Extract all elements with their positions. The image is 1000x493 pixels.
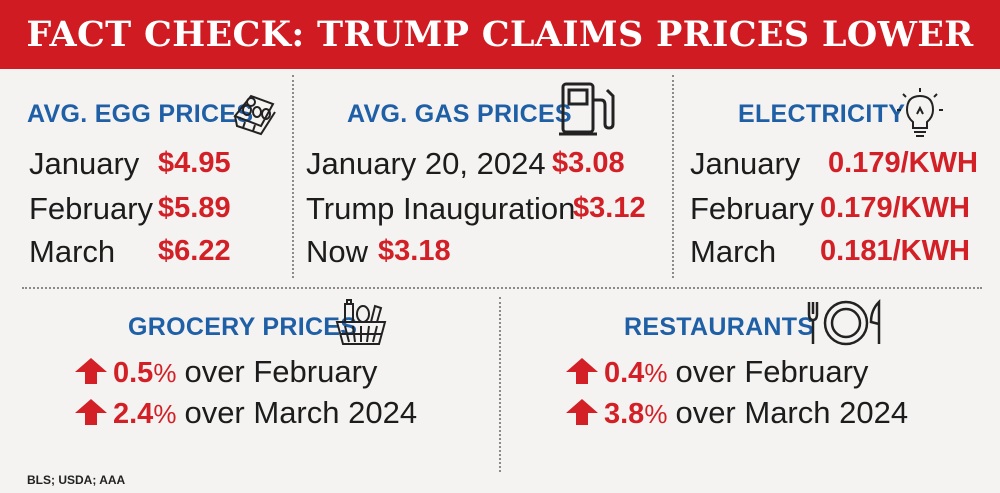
egg-carton-icon <box>233 94 276 136</box>
gas-prices-heading: AVG. GAS PRICES <box>347 100 572 128</box>
divider <box>499 297 501 472</box>
gas-row-value: $3.08 <box>552 147 625 179</box>
source-credit: BLS; USDA; AAA <box>27 473 126 487</box>
arrow-up-icon <box>75 358 107 384</box>
egg-row-label: February <box>29 191 154 226</box>
egg-row-value: $6.22 <box>158 235 231 267</box>
grocery-change-text: over March 2024 <box>184 395 418 430</box>
grocery-basket-icon <box>335 299 387 345</box>
plate-fork-knife-icon <box>807 298 881 346</box>
restaurants-change-value: 0.4 <box>604 357 645 389</box>
restaurants-heading: RESTAURANTS <box>624 313 815 341</box>
electricity-row-value: 0.179/KWH <box>820 192 970 224</box>
restaurants-change-value: 3.8 <box>604 398 645 430</box>
gas-row-label: Now <box>306 234 369 269</box>
egg-row-label: January <box>29 146 140 181</box>
restaurants-change-text: over March 2024 <box>675 395 909 430</box>
electricity-row-value: 0.179/KWH <box>828 147 978 179</box>
divider <box>292 75 294 278</box>
grocery-change-value: 2.4 <box>113 398 154 430</box>
percent-unit: % <box>153 399 177 429</box>
restaurants-change-row: 0.4% over February <box>566 354 868 390</box>
grocery-change-value: 0.5 <box>113 357 154 389</box>
divider <box>22 287 982 289</box>
grocery-change-row: 2.4% over March 2024 <box>75 395 417 431</box>
electricity-heading: ELECTRICITY <box>738 100 906 128</box>
divider <box>672 75 674 278</box>
egg-row-label: March <box>29 234 116 269</box>
gas-row-label: January 20, 2024 <box>306 146 546 181</box>
title-banner <box>0 0 1000 69</box>
lightbulb-icon <box>897 88 943 137</box>
gas-row-label: Trump Inauguration <box>306 191 576 226</box>
gas-row-value: $3.12 <box>573 192 646 224</box>
grocery-change-text: over February <box>184 354 378 389</box>
gas-pump-icon <box>559 82 615 136</box>
gas-row-value: $3.18 <box>378 235 451 267</box>
grocery-change-row: 0.5% over February <box>75 354 377 390</box>
egg-prices-heading: AVG. EGG PRICES <box>27 100 254 128</box>
egg-row-value: $5.89 <box>158 192 231 224</box>
electricity-row-label: January <box>690 146 801 181</box>
electricity-row-value: 0.181/KWH <box>820 235 970 267</box>
arrow-up-icon <box>566 358 598 384</box>
percent-unit: % <box>153 358 177 388</box>
arrow-up-icon <box>566 399 598 425</box>
percent-unit: % <box>644 358 668 388</box>
restaurants-change-text: over February <box>675 354 869 389</box>
grocery-prices-heading: GROCERY PRICES <box>128 313 358 341</box>
restaurants-change-row: 3.8% over March 2024 <box>566 395 908 431</box>
electricity-row-label: February <box>690 191 815 226</box>
arrow-up-icon <box>75 399 107 425</box>
percent-unit: % <box>644 399 668 429</box>
electricity-row-label: March <box>690 234 777 269</box>
page-title: FACT CHECK: TRUMP CLAIMS PRICES LOWER <box>26 14 974 55</box>
egg-row-value: $4.95 <box>158 147 231 179</box>
